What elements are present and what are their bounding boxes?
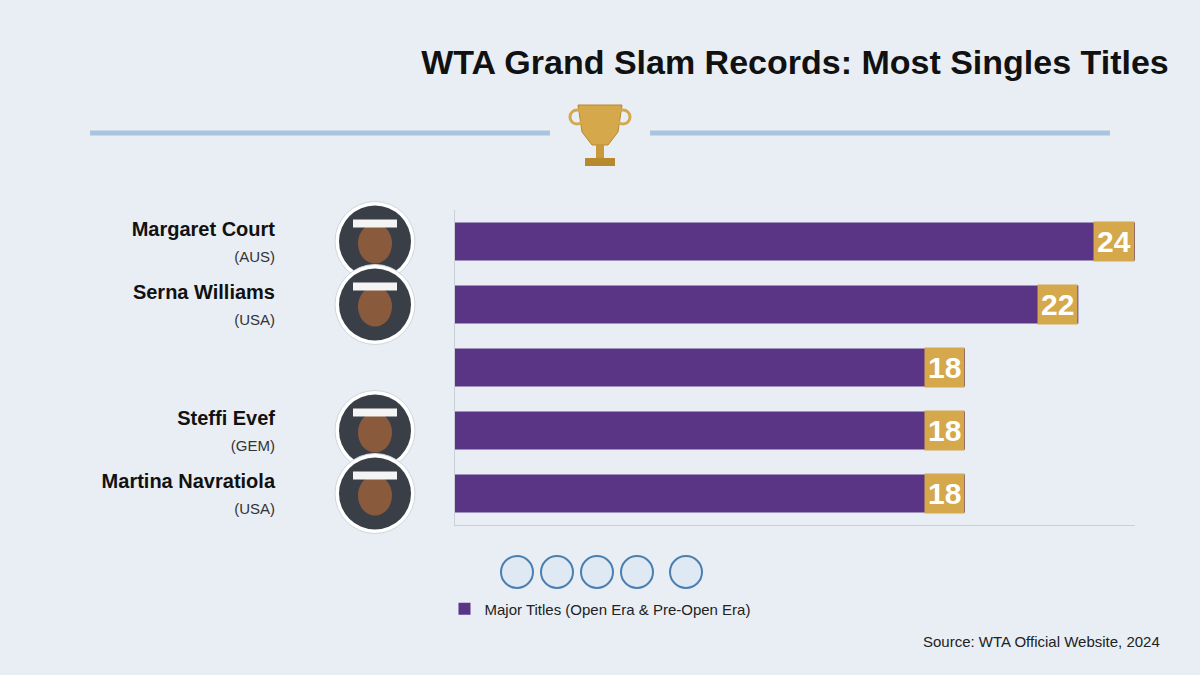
svg-text:Martina Navratiola(USA): Martina Navratiola(USA) bbox=[102, 470, 276, 517]
svg-text:Serna Williams(USA): Serna Williams(USA) bbox=[133, 281, 275, 328]
svg-text:Major Titles (Open Era & Pre-O: Major Titles (Open Era & Pre-Open Era) bbox=[485, 601, 751, 618]
svg-text:Source: WTA Official Website,: Source: WTA Official Website, 2024 bbox=[923, 633, 1160, 650]
svg-text:24: 24 bbox=[1097, 225, 1131, 258]
svg-text:18: 18 bbox=[928, 351, 961, 384]
svg-text:Margaret Court(AUS): Margaret Court(AUS) bbox=[132, 218, 276, 265]
svg-text:Steffi Evef(GEM): Steffi Evef(GEM) bbox=[177, 407, 275, 454]
svg-text:18: 18 bbox=[928, 477, 961, 510]
svg-text:22: 22 bbox=[1041, 288, 1074, 321]
svg-text:WTA Grand Slam Records: Most S: WTA Grand Slam Records: Most Singles Tit… bbox=[421, 43, 1169, 81]
svg-text:18: 18 bbox=[928, 414, 961, 447]
